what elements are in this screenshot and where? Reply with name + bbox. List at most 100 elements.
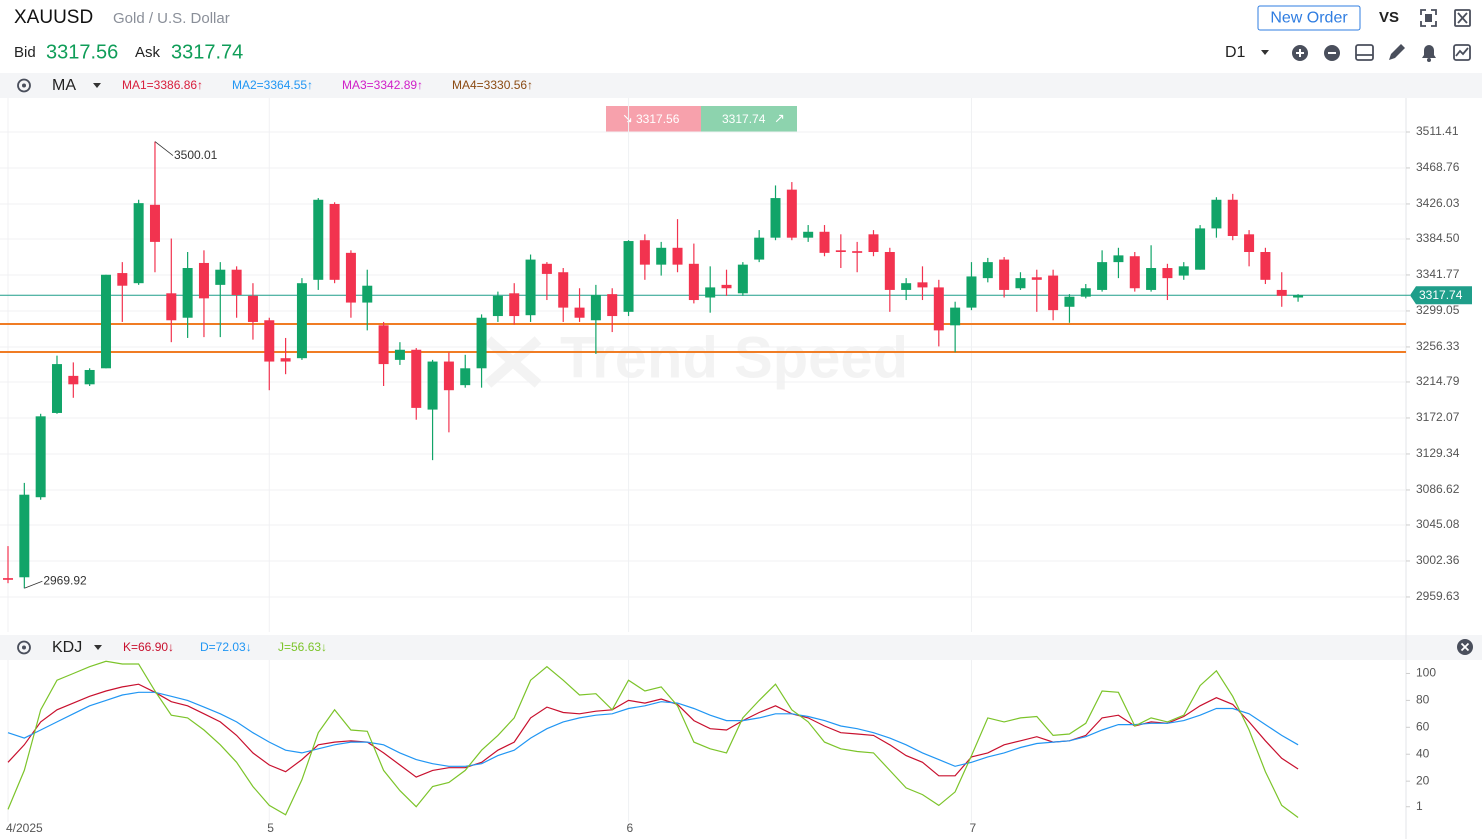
- candle-body: [198, 262, 209, 299]
- candle-body: [835, 250, 846, 253]
- ma-indicator-name[interactable]: MA: [52, 77, 76, 94]
- candle-body: [1195, 228, 1206, 270]
- y-tick-label: 80: [1416, 693, 1430, 707]
- x-tick-label: 7: [969, 821, 976, 835]
- low-label: 2969.92: [43, 573, 87, 587]
- zoom-out-icon[interactable]: [1324, 45, 1340, 61]
- legend-entry: K=66.90↓: [123, 640, 174, 654]
- candle-body: [296, 283, 307, 359]
- candle-body: [623, 241, 634, 312]
- kdj-indicator-name[interactable]: KDJ: [52, 639, 82, 656]
- candle-body: [215, 269, 226, 285]
- y-tick-label: 3384.50: [1416, 231, 1460, 245]
- candle-body: [133, 203, 144, 284]
- candle-body: [35, 416, 46, 498]
- candle-body: [3, 578, 13, 580]
- indicator-bar: [0, 73, 1482, 98]
- candle-body: [672, 247, 683, 265]
- candle-body: [329, 203, 340, 280]
- candle-body: [166, 293, 177, 321]
- close-window-icon[interactable]: [1454, 9, 1471, 27]
- y-tick-label: 3341.77: [1416, 267, 1460, 281]
- candle-body: [1244, 234, 1255, 253]
- candle-body: [590, 294, 601, 321]
- candle-body: [1146, 268, 1157, 290]
- candle-body: [84, 369, 95, 385]
- ma-legend: MA4=3330.56↑: [452, 78, 533, 92]
- candle-body: [378, 325, 389, 365]
- legend-entry: J=56.63↓: [278, 640, 327, 654]
- candle-body: [509, 293, 520, 317]
- alert-icon[interactable]: [1422, 45, 1436, 62]
- buy-pill[interactable]: [701, 106, 797, 132]
- bid-price: 3317.56: [46, 41, 118, 63]
- y-tick-label: 3426.03: [1416, 196, 1460, 210]
- candle-body: [852, 251, 863, 253]
- candle-body: [901, 283, 912, 290]
- watermark: Trend Speed: [484, 325, 908, 390]
- sell-arrow[interactable]: ↘: [622, 110, 633, 125]
- buy-price[interactable]: 3317.74: [722, 112, 766, 126]
- ma-dropdown[interactable]: [93, 83, 101, 88]
- y-tick-label: 1: [1416, 799, 1423, 813]
- candle-body: [476, 317, 487, 369]
- ma-legend: MA3=3342.89↑: [342, 78, 423, 92]
- kdj-close-icon[interactable]: [1457, 639, 1473, 655]
- x-tick-label: 5: [267, 821, 274, 835]
- candle-body: [492, 295, 503, 317]
- candle-body: [541, 263, 552, 274]
- new-order-label[interactable]: New Order: [1270, 10, 1348, 27]
- y-tick-label: 3299.05: [1416, 303, 1460, 317]
- watermark-text: Trend Speed: [560, 325, 908, 390]
- candle-body: [1031, 277, 1042, 280]
- current-price-tag: [1410, 286, 1472, 305]
- sell-pill[interactable]: [606, 106, 701, 132]
- kdj-line: [7, 691, 1299, 767]
- y-tick-label: 3129.34: [1416, 446, 1460, 460]
- indicator-icon[interactable]: [1453, 44, 1471, 61]
- candle-body: [247, 295, 258, 322]
- sell-price[interactable]: 3317.56: [636, 112, 680, 126]
- candle-body: [100, 274, 111, 369]
- candle-body: [656, 247, 667, 265]
- candle-body: [1064, 296, 1075, 307]
- candle-body: [19, 494, 30, 578]
- ask-label: Ask: [135, 44, 161, 61]
- ma-legend: MA2=3364.55↑: [232, 78, 313, 92]
- fullscreen-icon[interactable]: [1420, 9, 1437, 27]
- y-tick-label: 3086.62: [1416, 482, 1460, 496]
- high-pointer: [154, 141, 174, 156]
- buy-arrow[interactable]: ↗: [774, 110, 785, 125]
- candle-body: [1080, 288, 1091, 297]
- candle-body: [264, 320, 275, 362]
- draw-icon[interactable]: [1389, 44, 1405, 60]
- x-tick-label: 6: [627, 821, 634, 835]
- candle-body: [1276, 289, 1287, 296]
- candle-body: [1178, 266, 1189, 276]
- kdj-settings-icon[interactable]: [17, 640, 31, 655]
- candle-body: [525, 259, 536, 316]
- period-dropdown[interactable]: [1261, 50, 1269, 55]
- y-tick-label: 60: [1416, 719, 1430, 733]
- candle-body: [1227, 199, 1238, 236]
- candle-body: [1211, 199, 1222, 229]
- vs-button[interactable]: VS: [1379, 9, 1399, 26]
- new-order-button[interactable]: [1257, 5, 1361, 31]
- y-tick-label: 3045.08: [1416, 517, 1460, 531]
- period-selector[interactable]: D1: [1225, 44, 1246, 61]
- candle-body: [1097, 262, 1108, 290]
- y-tick-label: 3002.36: [1416, 553, 1460, 567]
- candle-body: [1048, 275, 1059, 311]
- candle-body: [231, 269, 242, 295]
- low-pointer: [24, 580, 43, 589]
- ma-settings-icon[interactable]: [17, 78, 31, 93]
- layout-icon[interactable]: [1355, 44, 1374, 61]
- high-label: 3500.01: [174, 148, 218, 162]
- candle-body: [705, 287, 716, 298]
- zoom-in-icon[interactable]: [1292, 45, 1308, 61]
- candle-body: [607, 294, 618, 317]
- candle-body: [411, 349, 422, 408]
- kdj-line: [7, 660, 1299, 818]
- kdj-dropdown[interactable]: [94, 645, 102, 650]
